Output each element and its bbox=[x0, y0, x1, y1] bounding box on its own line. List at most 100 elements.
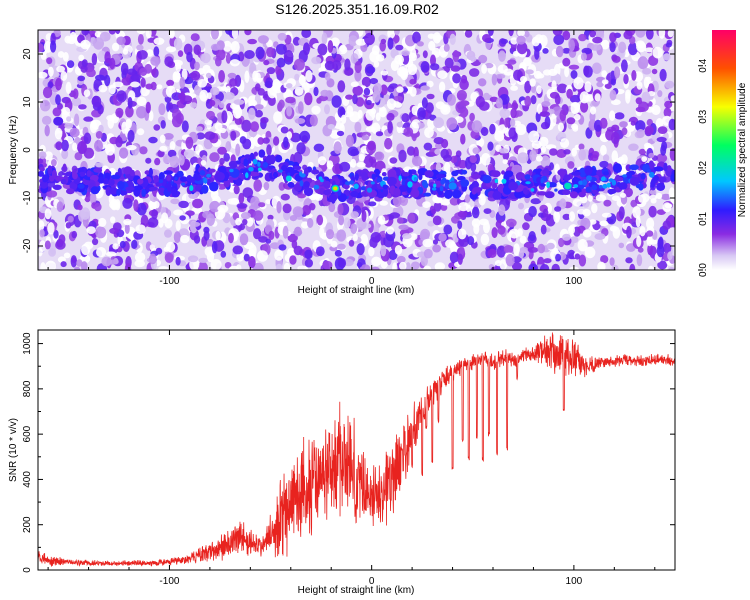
heatmap-cell bbox=[410, 188, 420, 198]
heatmap-cell bbox=[433, 117, 444, 129]
heatmap-cell bbox=[647, 243, 653, 256]
heatmap-cell bbox=[356, 243, 365, 256]
y-tick-label: 0 bbox=[22, 147, 33, 153]
heatmap-cell bbox=[566, 88, 573, 99]
heatmap-cell bbox=[465, 204, 471, 212]
heatmap-cell bbox=[166, 181, 172, 192]
heatmap-cell bbox=[328, 202, 336, 213]
heatmap-cell bbox=[422, 201, 431, 209]
heatmap-cell bbox=[417, 107, 426, 120]
heatmap-cell bbox=[571, 171, 581, 176]
heatmap-cell bbox=[522, 187, 528, 195]
heatmap-cell bbox=[487, 248, 497, 258]
heatmap-cell bbox=[646, 230, 654, 237]
heatmap-cell bbox=[582, 208, 591, 217]
heatmap-cell bbox=[276, 57, 286, 68]
heatmap-cell bbox=[648, 160, 655, 169]
heatmap-cell bbox=[542, 208, 549, 218]
heatmap-cell bbox=[303, 187, 314, 197]
heatmap-cell bbox=[443, 154, 452, 162]
heatmap-cell bbox=[646, 169, 652, 173]
heatmap-cell bbox=[52, 184, 62, 190]
heatmap-hotspot bbox=[265, 155, 276, 165]
heatmap-cell bbox=[277, 32, 287, 41]
heatmap-cell bbox=[185, 210, 195, 216]
heatmap-cell bbox=[377, 215, 386, 225]
heatmap-cell bbox=[116, 90, 127, 103]
heatmap-cell bbox=[60, 71, 68, 81]
heatmap-cell bbox=[233, 185, 240, 195]
heatmap-cell bbox=[77, 183, 85, 189]
heatmap-cell bbox=[48, 66, 54, 77]
heatmap-cell bbox=[214, 122, 223, 131]
heatmap-cell bbox=[444, 57, 454, 69]
heatmap-cell bbox=[423, 265, 432, 270]
heatmap-cell bbox=[592, 36, 603, 44]
heatmap-cell bbox=[428, 40, 436, 51]
heatmap-cell bbox=[313, 184, 320, 190]
heatmap-cell bbox=[318, 95, 329, 102]
heatmap-cell bbox=[666, 165, 672, 172]
heatmap-cell bbox=[358, 153, 365, 162]
heatmap-cell bbox=[529, 150, 537, 162]
heatmap-cell bbox=[52, 107, 62, 117]
heatmap-cell bbox=[444, 189, 453, 199]
heatmap-cell bbox=[491, 227, 498, 239]
y-tick-label: -20 bbox=[22, 238, 33, 253]
heatmap-cell bbox=[663, 107, 672, 118]
heatmap-cell bbox=[427, 220, 435, 227]
heatmap-cell bbox=[188, 192, 199, 199]
heatmap-cell bbox=[651, 68, 658, 75]
heatmap-cell bbox=[656, 209, 666, 216]
heatmap-cell bbox=[280, 193, 290, 201]
heatmap-cell bbox=[280, 126, 289, 134]
heatmap-cell bbox=[39, 180, 49, 189]
heatmap-cell bbox=[209, 99, 216, 107]
heatmap-cell bbox=[109, 200, 120, 210]
heatmap-cell bbox=[343, 217, 351, 229]
heatmap-cell bbox=[38, 220, 45, 231]
heatmap-cell bbox=[228, 232, 234, 244]
heatmap-cell bbox=[38, 158, 44, 164]
heatmap-cell bbox=[77, 75, 86, 82]
heatmap-cell bbox=[253, 179, 262, 192]
heatmap-cell bbox=[183, 149, 195, 159]
heatmap-cell bbox=[257, 88, 265, 96]
heatmap-cell bbox=[326, 229, 335, 240]
heatmap-cell bbox=[401, 50, 410, 56]
heatmap-cell bbox=[553, 34, 565, 45]
heatmap-cell bbox=[664, 203, 673, 209]
heatmap-cell bbox=[170, 198, 180, 205]
heatmap-cell bbox=[293, 245, 303, 256]
heatmap-cell bbox=[44, 208, 52, 220]
heatmap-cell bbox=[94, 139, 103, 152]
heatmap-cell bbox=[562, 57, 571, 67]
heatmap-cell bbox=[583, 65, 590, 77]
heatmap-cell bbox=[618, 182, 628, 190]
heatmap-cell bbox=[148, 136, 158, 144]
heatmap-cell bbox=[211, 30, 219, 40]
heatmap-cell bbox=[217, 204, 229, 213]
heatmap-cell bbox=[162, 154, 171, 164]
heatmap-cell bbox=[489, 96, 499, 103]
heatmap-cell bbox=[670, 173, 675, 182]
heatmap-cell bbox=[570, 70, 578, 79]
heatmap-cell bbox=[562, 233, 571, 241]
heatmap-cell bbox=[367, 140, 376, 151]
heatmap-cell bbox=[572, 198, 582, 207]
heatmap-cell bbox=[577, 239, 588, 252]
heatmap-cell bbox=[136, 128, 145, 136]
heatmap-cell bbox=[109, 57, 116, 70]
heatmap-hotspot bbox=[215, 171, 225, 181]
heatmap-cell bbox=[267, 214, 274, 220]
spectrogram-y-label: Frequency (Hz) bbox=[8, 116, 19, 185]
heatmap-cell bbox=[390, 60, 399, 72]
heatmap-cell bbox=[578, 33, 587, 42]
heatmap-cell bbox=[668, 118, 675, 131]
heatmap-cell bbox=[371, 173, 376, 180]
heatmap-cell bbox=[258, 149, 266, 158]
heatmap-cell bbox=[236, 203, 248, 209]
heatmap-cell bbox=[93, 37, 104, 50]
heatmap-cell bbox=[440, 199, 451, 206]
heatmap-cell bbox=[78, 104, 87, 110]
